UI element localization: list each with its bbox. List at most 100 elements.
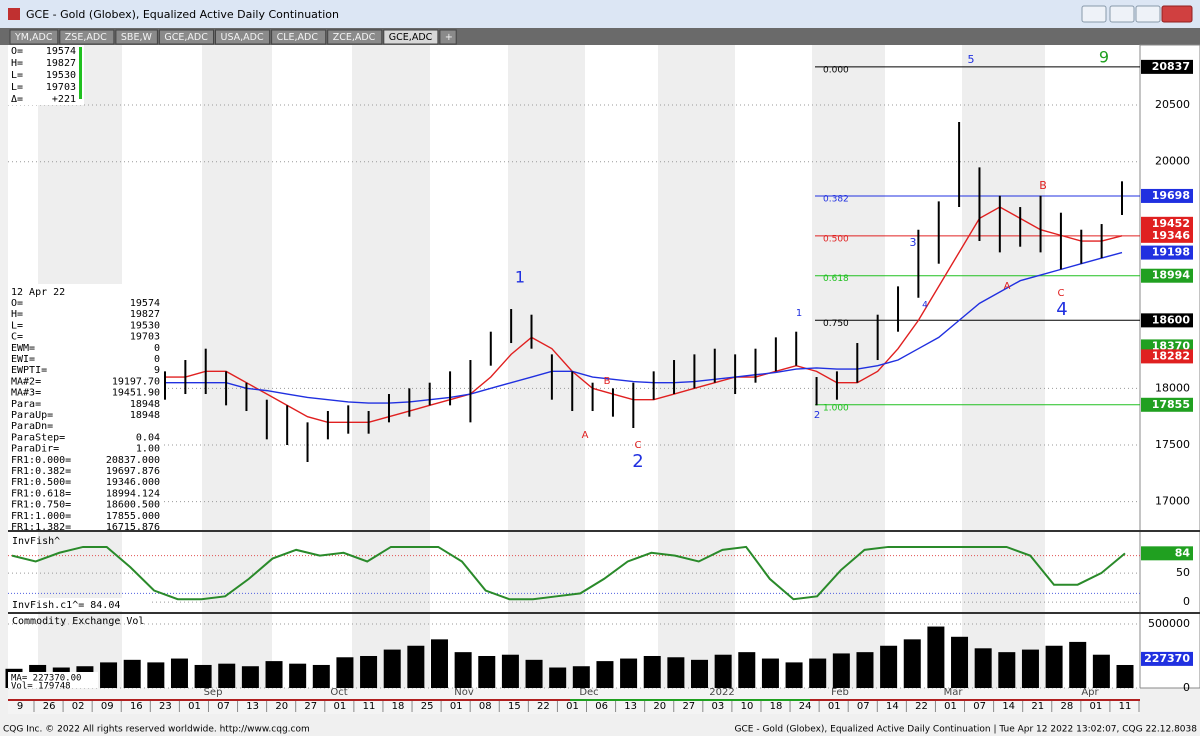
info-value: 18600.500 xyxy=(106,500,160,511)
wave-label: 4 xyxy=(922,301,928,311)
app-icon xyxy=(8,8,20,20)
tab[interactable] xyxy=(383,29,439,45)
info-value: 1.00 xyxy=(136,444,160,455)
tab[interactable] xyxy=(439,29,457,45)
day-label: 01 xyxy=(188,701,201,712)
price-box-label: 18370 xyxy=(1152,339,1191,352)
panel-readout: Vol= 179748 xyxy=(11,682,71,692)
wave-label: 4 xyxy=(1056,299,1067,320)
info-value: 19574 xyxy=(130,298,160,309)
close-button[interactable] xyxy=(1161,5,1193,23)
volume-bar xyxy=(856,652,874,688)
minimize-button[interactable] xyxy=(1109,5,1135,23)
tab[interactable] xyxy=(271,29,327,45)
volume-bar xyxy=(549,667,567,688)
info-value: 18994.124 xyxy=(106,488,160,499)
volume-bar xyxy=(1021,649,1039,688)
month-label: Mar xyxy=(944,687,964,698)
price-box-label: 17855 xyxy=(1152,398,1190,411)
volume-bar xyxy=(218,663,236,688)
footer-left: CQG Inc. © 2022 All rights reserved worl… xyxy=(3,725,310,735)
volume-bar xyxy=(643,655,661,688)
day-label: 15 xyxy=(508,701,521,712)
day-label: 21 xyxy=(1031,701,1044,712)
maximize-button[interactable] xyxy=(1135,5,1161,23)
tab[interactable] xyxy=(215,29,271,45)
info-label: ParaDn= xyxy=(11,421,53,432)
wave-label: A xyxy=(582,430,589,441)
readout-bg xyxy=(8,598,150,611)
info-label: FR1:0.500= xyxy=(11,477,71,488)
pin-button[interactable] xyxy=(1081,5,1107,23)
info-value: 19346.000 xyxy=(106,477,160,488)
fib-label: 0.000 xyxy=(823,65,849,75)
info-label: FR1:0.750= xyxy=(11,500,71,511)
day-label: 18 xyxy=(770,701,783,712)
info-value: 19530 xyxy=(46,70,76,81)
day-label: 01 xyxy=(334,701,347,712)
tab-label: ZCE,ADC xyxy=(333,32,376,43)
day-label: 27 xyxy=(682,701,695,712)
day-label: 16 xyxy=(130,701,143,712)
day-label: 07 xyxy=(973,701,986,712)
info-date: 12 Apr 22 xyxy=(11,287,65,298)
price-box-label: 19198 xyxy=(1152,246,1190,259)
info-value: 19703 xyxy=(46,82,76,93)
info-value: +221 xyxy=(52,94,76,105)
info-value: 19697.876 xyxy=(106,466,160,477)
tab[interactable] xyxy=(158,29,214,45)
wave-label: C xyxy=(1058,288,1065,299)
month-band xyxy=(658,45,735,688)
volume-bar xyxy=(525,659,543,688)
tab-label: + xyxy=(445,32,453,43)
wave-label: 1 xyxy=(515,268,525,287)
info-label: Para= xyxy=(11,399,41,410)
price-box-label: 84 xyxy=(1175,546,1191,559)
wave-label: C xyxy=(635,440,642,451)
info-label: ParaDir= xyxy=(11,444,59,455)
title-bar xyxy=(0,0,1200,28)
volume-bar xyxy=(596,661,614,688)
moving-average xyxy=(165,206,1123,424)
day-label: 01 xyxy=(1090,701,1103,712)
volume-bar xyxy=(312,664,330,688)
volume-bar xyxy=(714,654,732,688)
info-label: ParaStep= xyxy=(11,432,65,443)
price-box-label: 227370 xyxy=(1144,652,1190,665)
info-label: FR1:1.000= xyxy=(11,511,71,522)
volume-bar xyxy=(667,657,685,688)
volume-bar xyxy=(951,636,969,688)
wave-label: 2 xyxy=(632,451,643,472)
y-tick-label: 20000 xyxy=(1155,155,1190,168)
price-box xyxy=(1141,313,1193,328)
day-label: 10 xyxy=(741,701,754,712)
tab-label: GCE,ADC xyxy=(164,32,208,43)
price-box-label: 18282 xyxy=(1152,349,1190,362)
price-box xyxy=(1141,546,1193,561)
month-label: Dec xyxy=(579,687,598,698)
y-tick-label: 17500 xyxy=(1155,438,1190,451)
day-label: 07 xyxy=(857,701,870,712)
price-box-label: 18994 xyxy=(1152,269,1191,282)
tab[interactable] xyxy=(59,29,115,45)
volume-bar xyxy=(170,658,188,688)
price-box xyxy=(1141,216,1193,231)
volume-bar xyxy=(1045,645,1063,688)
day-label: 25 xyxy=(421,701,434,712)
fib-label: 0.750 xyxy=(823,319,849,329)
panel-readout: MA= 227370.00 xyxy=(11,674,81,684)
volume-bar xyxy=(738,652,756,688)
y-tick-label: 17000 xyxy=(1155,495,1190,508)
tab[interactable] xyxy=(9,29,59,45)
tab[interactable] xyxy=(115,29,158,45)
tab-label: CLE,ADC xyxy=(277,32,319,43)
indicator-line xyxy=(11,545,1126,601)
volume-bar xyxy=(903,639,921,688)
price-box xyxy=(1141,349,1193,364)
tab[interactable] xyxy=(327,29,383,45)
volume-bar xyxy=(785,662,803,688)
month-label: Sep xyxy=(204,687,223,698)
day-label: 08 xyxy=(479,701,492,712)
volume-bar xyxy=(501,654,519,688)
